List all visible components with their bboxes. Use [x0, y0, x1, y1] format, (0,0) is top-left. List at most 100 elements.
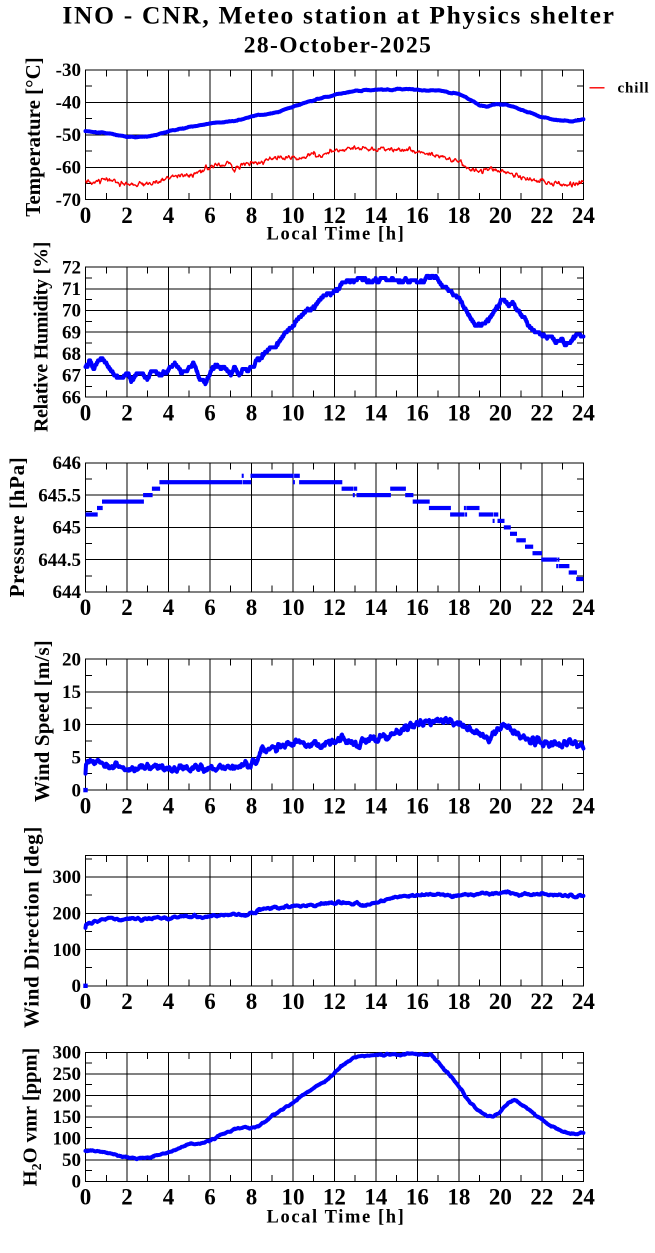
svg-text:300: 300 — [53, 867, 82, 888]
svg-text:2: 2 — [121, 595, 133, 620]
svg-text:Temperature [°C]: Temperature [°C] — [21, 57, 45, 216]
svg-text:2: 2 — [121, 401, 133, 426]
svg-text:644.5: 644.5 — [38, 550, 81, 571]
svg-text:2: 2 — [121, 989, 133, 1014]
svg-text:22: 22 — [530, 989, 553, 1014]
svg-text:24: 24 — [572, 1185, 596, 1210]
svg-text:0: 0 — [80, 989, 92, 1014]
svg-text:18: 18 — [447, 595, 470, 620]
svg-text:6: 6 — [204, 595, 216, 620]
svg-text:H2O vmr [ppm]: H2O vmr [ppm] — [20, 1048, 46, 1187]
svg-text:10: 10 — [282, 203, 305, 228]
svg-text:16: 16 — [406, 595, 429, 620]
svg-text:300: 300 — [53, 1043, 82, 1064]
svg-text:4: 4 — [163, 203, 175, 228]
svg-text:14: 14 — [364, 1185, 388, 1210]
svg-text:0: 0 — [72, 780, 82, 801]
svg-text:0: 0 — [80, 203, 92, 228]
svg-text:200: 200 — [53, 1086, 82, 1107]
svg-text:8: 8 — [246, 203, 258, 228]
svg-text:16: 16 — [406, 989, 429, 1014]
svg-text:4: 4 — [163, 1185, 175, 1210]
svg-text:Pressure [hPa]: Pressure [hPa] — [5, 457, 29, 598]
svg-text:20: 20 — [62, 649, 81, 670]
svg-text:100: 100 — [53, 940, 82, 961]
svg-text:67: 67 — [62, 366, 82, 387]
svg-text:18: 18 — [447, 793, 470, 818]
svg-text:72: 72 — [62, 257, 81, 278]
svg-text:16: 16 — [406, 793, 429, 818]
svg-text:2: 2 — [121, 1185, 133, 1210]
svg-text:20: 20 — [489, 989, 512, 1014]
svg-text:69: 69 — [62, 322, 81, 343]
svg-text:18: 18 — [447, 989, 470, 1014]
svg-text:68: 68 — [62, 344, 81, 365]
svg-text:4: 4 — [163, 401, 175, 426]
svg-text:645: 645 — [53, 518, 82, 539]
svg-text:20: 20 — [489, 401, 512, 426]
svg-text:20: 20 — [489, 793, 512, 818]
svg-text:70: 70 — [62, 301, 81, 322]
svg-text:150: 150 — [53, 1107, 82, 1128]
svg-text:Local Time [h]: Local Time [h] — [267, 1208, 406, 1228]
svg-text:0: 0 — [72, 1172, 82, 1193]
svg-text:Wind Speed [m/s]: Wind Speed [m/s] — [30, 640, 54, 802]
svg-text:-50: -50 — [56, 125, 81, 146]
svg-text:6: 6 — [204, 989, 216, 1014]
svg-text:12: 12 — [323, 595, 346, 620]
svg-text:0: 0 — [80, 1185, 92, 1210]
svg-text:20: 20 — [489, 203, 512, 228]
svg-text:INO - CNR, Meteo station at Ph: INO - CNR, Meteo station at Physics shel… — [62, 1, 615, 30]
svg-text:14: 14 — [364, 793, 388, 818]
svg-text:71: 71 — [62, 279, 81, 300]
svg-text:18: 18 — [447, 1185, 470, 1210]
svg-text:12: 12 — [323, 203, 346, 228]
svg-text:14: 14 — [364, 203, 388, 228]
svg-text:18: 18 — [447, 401, 470, 426]
svg-text:15: 15 — [62, 682, 81, 703]
svg-text:-30: -30 — [56, 60, 81, 81]
svg-text:0: 0 — [72, 976, 82, 997]
svg-text:10: 10 — [282, 595, 305, 620]
svg-text:12: 12 — [323, 989, 346, 1014]
svg-text:8: 8 — [246, 401, 258, 426]
svg-text:12: 12 — [323, 1185, 346, 1210]
svg-text:18: 18 — [447, 203, 470, 228]
svg-text:24: 24 — [572, 793, 596, 818]
svg-text:-70: -70 — [56, 190, 81, 211]
svg-text:0: 0 — [80, 401, 92, 426]
svg-text:100: 100 — [53, 1129, 82, 1150]
svg-text:5: 5 — [72, 748, 82, 769]
svg-text:8: 8 — [246, 1185, 258, 1210]
svg-text:644: 644 — [53, 582, 82, 603]
svg-text:16: 16 — [406, 1185, 429, 1210]
svg-text:8: 8 — [246, 989, 258, 1014]
svg-text:20: 20 — [489, 1185, 512, 1210]
svg-text:Local Time [h]: Local Time [h] — [267, 225, 406, 245]
svg-text:4: 4 — [163, 595, 175, 620]
svg-text:2: 2 — [121, 793, 133, 818]
svg-text:-40: -40 — [56, 93, 81, 114]
svg-text:250: 250 — [53, 1064, 82, 1085]
svg-text:645.5: 645.5 — [38, 485, 81, 506]
svg-text:66: 66 — [62, 387, 81, 408]
svg-text:4: 4 — [163, 793, 175, 818]
svg-text:22: 22 — [530, 1185, 553, 1210]
svg-text:16: 16 — [406, 401, 429, 426]
svg-text:2: 2 — [121, 203, 133, 228]
svg-text:8: 8 — [246, 595, 258, 620]
svg-text:10: 10 — [282, 793, 305, 818]
svg-text:12: 12 — [323, 793, 346, 818]
svg-text:Relative Humidity [%]: Relative Humidity [%] — [31, 242, 53, 432]
svg-text:-60: -60 — [56, 157, 81, 178]
svg-text:6: 6 — [204, 203, 216, 228]
svg-text:0: 0 — [80, 595, 92, 620]
svg-text:22: 22 — [530, 595, 553, 620]
svg-text:8: 8 — [246, 793, 258, 818]
svg-text:16: 16 — [406, 203, 429, 228]
svg-text:22: 22 — [530, 401, 553, 426]
svg-text:10: 10 — [282, 1185, 305, 1210]
svg-text:14: 14 — [364, 595, 388, 620]
svg-text:24: 24 — [572, 989, 596, 1014]
svg-text:14: 14 — [364, 989, 388, 1014]
